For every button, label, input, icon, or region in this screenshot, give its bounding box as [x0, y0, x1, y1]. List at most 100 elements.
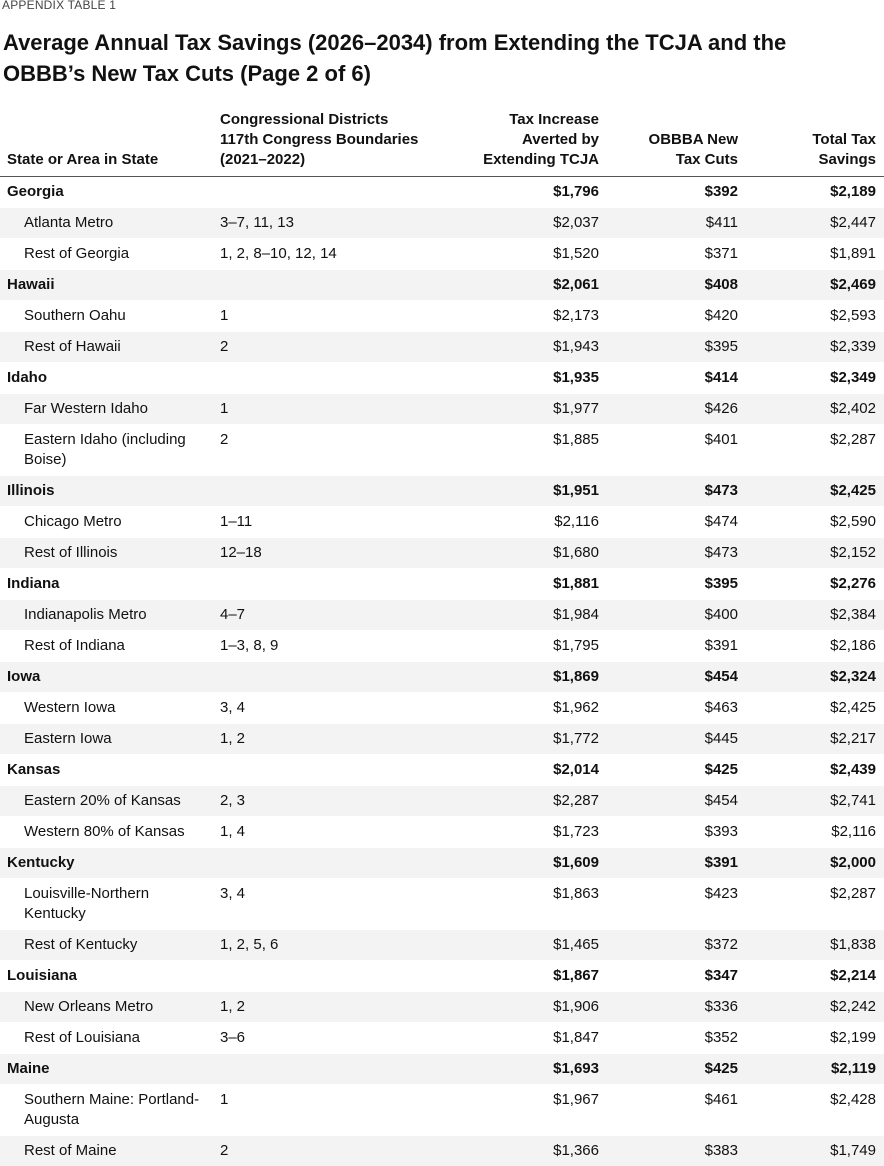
cell: $1,609	[463, 848, 607, 879]
cell: Western Iowa	[0, 693, 220, 724]
cell: Kansas	[0, 755, 220, 786]
cell: $1,906	[463, 992, 607, 1023]
table-label: APPENDIX TABLE 1	[2, 0, 116, 12]
cell: 2	[220, 425, 463, 476]
cell: Iowa	[0, 662, 220, 693]
cell: $401	[607, 425, 746, 476]
cell	[220, 961, 463, 992]
cell: Rest of Maine	[0, 1136, 220, 1166]
cell: $2,173	[463, 301, 607, 332]
cell: $2,324	[746, 662, 884, 693]
cell: $2,287	[746, 879, 884, 930]
cell: $420	[607, 301, 746, 332]
cell: $414	[607, 363, 746, 394]
cell: Hawaii	[0, 270, 220, 301]
cell: $391	[607, 631, 746, 662]
cell: $2,339	[746, 332, 884, 363]
state-row: Iowa $1,869$454$2,324	[0, 662, 884, 693]
cell: 2	[220, 1136, 463, 1166]
cell: $2,425	[746, 693, 884, 724]
cell: $425	[607, 1054, 746, 1085]
cell: Rest of Georgia	[0, 239, 220, 270]
cell: $454	[607, 662, 746, 693]
cell: $2,214	[746, 961, 884, 992]
cell: $1,863	[463, 879, 607, 930]
cell: Far Western Idaho	[0, 394, 220, 425]
cell: Indianapolis Metro	[0, 600, 220, 631]
cell: Idaho	[0, 363, 220, 394]
cell	[220, 270, 463, 301]
cell: $1,867	[463, 961, 607, 992]
cell: $1,723	[463, 817, 607, 848]
table-title: Average Annual Tax Savings (2026–2034) f…	[3, 27, 863, 89]
cell: 1	[220, 1085, 463, 1136]
cell: Georgia	[0, 177, 220, 208]
cell	[220, 848, 463, 879]
cell: Rest of Louisiana	[0, 1023, 220, 1054]
cell: $1,967	[463, 1085, 607, 1136]
cell: 1, 2, 5, 6	[220, 930, 463, 961]
cell: $2,425	[746, 476, 884, 507]
cell: $1,943	[463, 332, 607, 363]
column-header: Congressional Districts 117th Congress B…	[220, 110, 463, 177]
cell: $408	[607, 270, 746, 301]
cell: 1, 2	[220, 992, 463, 1023]
cell: $425	[607, 755, 746, 786]
cell: $1,951	[463, 476, 607, 507]
cell: New Orleans Metro	[0, 992, 220, 1023]
cell: 3, 4	[220, 693, 463, 724]
cell: $2,287	[746, 425, 884, 476]
cell: Rest of Indiana	[0, 631, 220, 662]
cell: $1,869	[463, 662, 607, 693]
cell: 12–18	[220, 538, 463, 569]
cell: 1, 4	[220, 817, 463, 848]
cell: $393	[607, 817, 746, 848]
cell: $392	[607, 177, 746, 208]
state-row: Kansas$2,014$425$2,439	[0, 755, 884, 786]
cell: 3–6	[220, 1023, 463, 1054]
cell: $2,242	[746, 992, 884, 1023]
cell: $1,885	[463, 425, 607, 476]
cell: $2,186	[746, 631, 884, 662]
cell: $391	[607, 848, 746, 879]
cell: $372	[607, 930, 746, 961]
cell: $2,741	[746, 786, 884, 817]
cell: $2,000	[746, 848, 884, 879]
cell: $2,014	[463, 755, 607, 786]
cell: $2,199	[746, 1023, 884, 1054]
cell: 1, 2, 8–10, 12, 14	[220, 239, 463, 270]
cell: $445	[607, 724, 746, 755]
cell: $2,384	[746, 600, 884, 631]
cell: Atlanta Metro	[0, 208, 220, 239]
cell: Southern Oahu	[0, 301, 220, 332]
cell: Kentucky	[0, 848, 220, 879]
cell: $1,520	[463, 239, 607, 270]
column-header: Tax Increase Averted by Extending TCJA	[463, 110, 607, 177]
cell: 1	[220, 394, 463, 425]
state-row: Idaho$1,935$414$2,349	[0, 363, 884, 394]
cell	[220, 363, 463, 394]
cell: $2,469	[746, 270, 884, 301]
cell: $411	[607, 208, 746, 239]
cell: Eastern 20% of Kansas	[0, 786, 220, 817]
cell: $1,772	[463, 724, 607, 755]
cell: Louisiana	[0, 961, 220, 992]
cell: Rest of Illinois	[0, 538, 220, 569]
cell: $473	[607, 538, 746, 569]
cell	[220, 177, 463, 208]
